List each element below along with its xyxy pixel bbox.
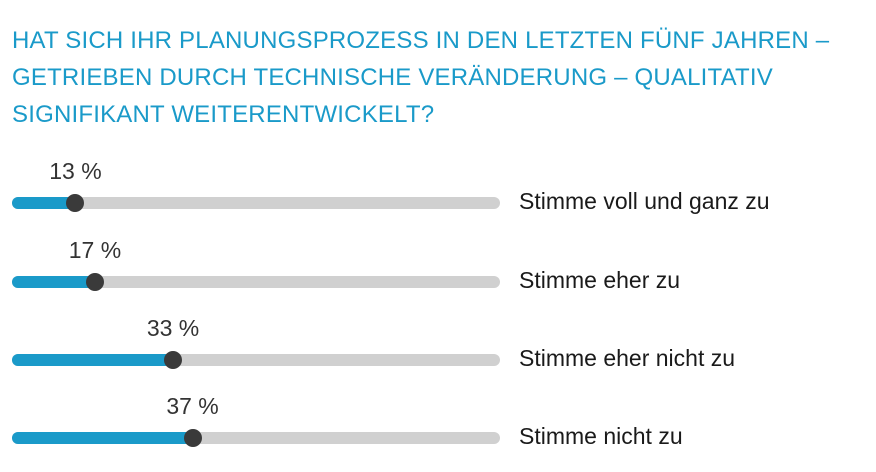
bar-knob [85,273,104,291]
chart-title: HAT SICH IHR PLANUNGSPROZESS IN DEN LETZ… [12,27,830,128]
bar-row: 37 % Stimme nicht zu [0,393,876,453]
bar-knob [66,194,85,212]
bar-track [12,197,500,209]
category-label: Stimme voll und ganz zu [519,188,770,214]
category-label: Stimme nicht zu [519,423,683,449]
bar-fill [12,197,76,209]
bar-row: 17 % Stimme eher zu [0,237,876,297]
bar-row: 33 % Stimme eher nicht zu [0,315,876,375]
bar-knob [183,429,202,447]
bar-fill [12,432,193,444]
bar-fill [12,354,174,366]
value-label: 17 % [68,237,122,263]
value-label: 37 % [166,393,219,419]
bar-fill [12,276,95,288]
category-label: Stimme eher zu [519,267,681,293]
bar-track [12,354,500,366]
bar-row: 13 % Stimme voll und ganz zu [0,158,876,218]
bar-track [12,432,500,444]
category-label: Stimme eher nicht zu [519,345,736,371]
value-label: 13 % [49,158,102,184]
value-label: 33 % [146,315,200,341]
bar-knob [164,351,183,369]
bar-track [12,276,500,288]
